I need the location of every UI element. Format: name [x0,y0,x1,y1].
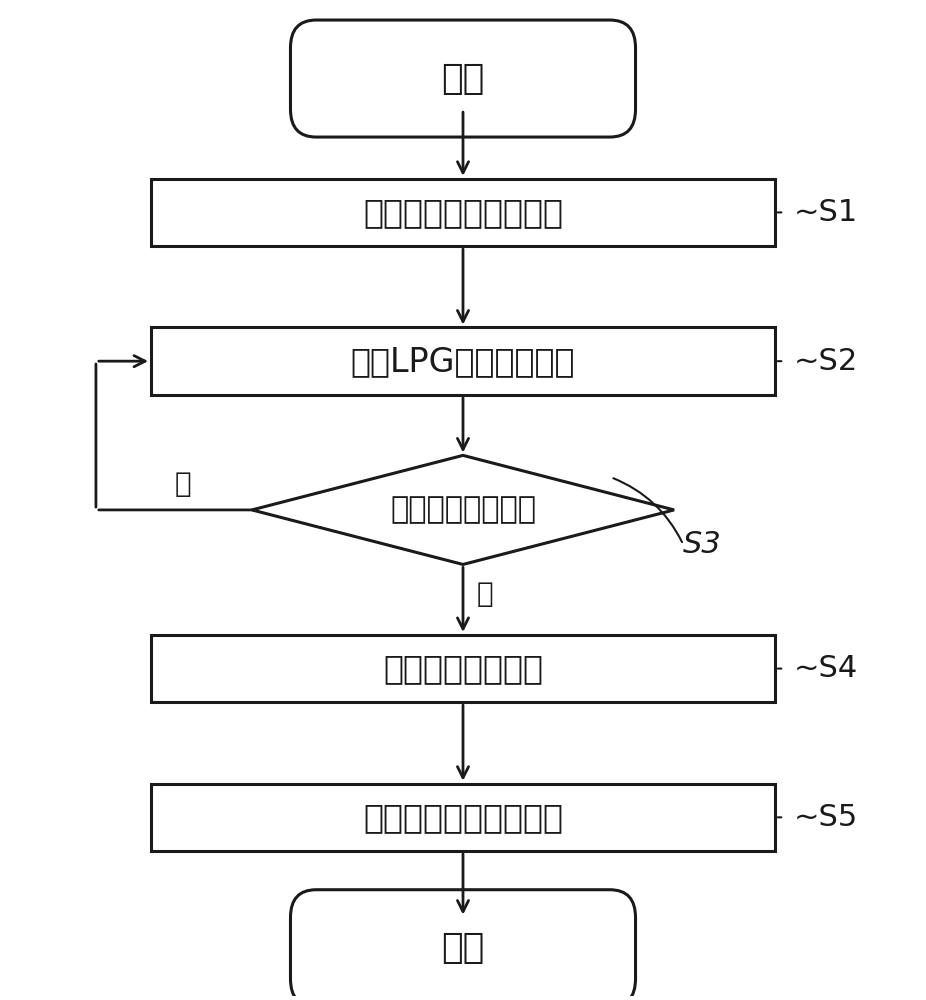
Bar [151,635,775,702]
Bar [151,784,775,851]
Text: ~S2: ~S2 [794,347,857,376]
Polygon shape [252,455,674,564]
Text: 利用汽油燃料起动车辆: 利用汽油燃料起动车辆 [363,196,563,229]
Text: 点亮发动机警告灯: 点亮发动机警告灯 [383,652,543,685]
Text: 开始: 开始 [442,62,484,96]
Text: ~S1: ~S1 [794,198,857,227]
Text: S3: S3 [683,530,722,559]
Bar [151,327,775,395]
Text: 是否诊断到故障？: 是否诊断到故障？ [390,495,536,524]
Bar [151,179,775,246]
Text: 否: 否 [175,470,192,498]
Text: 结束: 结束 [442,931,484,965]
Text: ~S5: ~S5 [794,803,857,832]
Text: 利用LPG燃料驱动车辆: 利用LPG燃料驱动车辆 [351,345,575,378]
FancyBboxPatch shape [291,20,635,137]
Text: ~S4: ~S4 [794,654,857,683]
FancyBboxPatch shape [291,890,635,1000]
Text: 是: 是 [477,580,494,608]
Text: 利用汽油燃料驱动车辆: 利用汽油燃料驱动车辆 [363,801,563,834]
